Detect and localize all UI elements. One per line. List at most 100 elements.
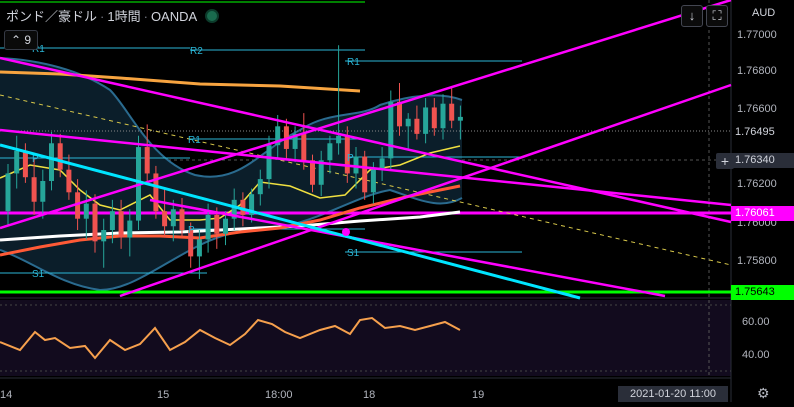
timeframe[interactable]: 1時間 bbox=[107, 9, 141, 24]
candle-body bbox=[49, 143, 54, 181]
arrow-down-icon: ↓ bbox=[688, 8, 696, 23]
trendline-anchor-point bbox=[342, 228, 350, 236]
candle-body bbox=[214, 214, 220, 234]
candle-body bbox=[31, 177, 37, 202]
price-tick: 1.75800 bbox=[737, 255, 777, 267]
candle-body bbox=[57, 143, 63, 170]
fullscreen-button[interactable]: ⛶ bbox=[706, 5, 728, 27]
dashed-trendline bbox=[0, 94, 732, 266]
candle-body bbox=[231, 199, 237, 219]
fullscreen-icon: ⛶ bbox=[712, 8, 722, 23]
candle-body bbox=[66, 169, 72, 193]
pivot-label: R1 bbox=[188, 135, 201, 146]
candle-body bbox=[162, 211, 168, 227]
candle-body bbox=[414, 118, 420, 134]
oscillator-tick: 60.00 bbox=[742, 316, 770, 328]
candle-body bbox=[127, 220, 133, 238]
candle-body bbox=[14, 150, 20, 174]
candle-body bbox=[83, 203, 89, 219]
candle-body bbox=[423, 107, 429, 134]
time-tick: 19 bbox=[472, 389, 484, 401]
indicator-toggle[interactable]: ⌃ 9 bbox=[4, 30, 39, 50]
candle-body bbox=[292, 133, 298, 149]
trend-line-magenta bbox=[0, 128, 732, 207]
candle-body bbox=[318, 160, 324, 185]
candle-body bbox=[388, 101, 394, 159]
pivot-label: P bbox=[188, 225, 195, 236]
candle-body bbox=[301, 133, 307, 161]
candle-body bbox=[336, 135, 342, 144]
ma-red bbox=[0, 184, 461, 257]
candle-body bbox=[179, 209, 185, 231]
candle-body bbox=[310, 160, 315, 185]
trend-line-cyan bbox=[0, 143, 581, 300]
price-tick: 1.77000 bbox=[737, 29, 777, 41]
candle-body bbox=[449, 103, 455, 121]
candle-body bbox=[5, 173, 11, 212]
candle-body bbox=[275, 126, 281, 146]
candle-body bbox=[153, 173, 159, 212]
pivot-label: P bbox=[32, 154, 39, 165]
candle-body bbox=[144, 147, 150, 174]
crosshair-date-label: 2021-01-20 11:00 bbox=[618, 386, 728, 402]
candle-body bbox=[170, 209, 176, 227]
pivot-label: R1 bbox=[347, 57, 360, 68]
candle-body bbox=[370, 169, 376, 193]
candle-body bbox=[240, 199, 246, 215]
time-tick: 14 bbox=[0, 389, 12, 401]
rsi-line bbox=[0, 316, 461, 360]
candle-body bbox=[266, 145, 272, 180]
pivot-label: S1 bbox=[347, 248, 360, 259]
candle-body bbox=[327, 143, 333, 161]
oscillator-tick: 40.00 bbox=[742, 349, 770, 361]
ma-orange bbox=[0, 70, 361, 93]
ma-yellow bbox=[0, 145, 461, 221]
ma-white bbox=[0, 210, 461, 242]
pivot-label: P bbox=[347, 153, 354, 164]
green-level-label: 1.75643 bbox=[731, 285, 794, 300]
market-status-icon bbox=[205, 9, 220, 23]
candle-body bbox=[457, 116, 463, 121]
symbol-title: ポンド／豪ドル · 1時間 · OANDA bbox=[6, 6, 220, 25]
price-tick: 1.76600 bbox=[737, 103, 777, 115]
indicator-count: 9 bbox=[24, 33, 32, 47]
candle-body bbox=[75, 192, 81, 219]
trend-line-magenta bbox=[0, 56, 732, 224]
magenta-level-label: 1.76061 bbox=[731, 206, 794, 221]
candle-body bbox=[188, 230, 194, 257]
candle-body bbox=[40, 180, 46, 202]
candle-body bbox=[249, 194, 255, 215]
current-price-label: 1.76495 bbox=[735, 126, 775, 138]
candle-body bbox=[362, 156, 368, 193]
crosshair-price-label: 1.76340 bbox=[731, 153, 794, 168]
trend-line-magenta bbox=[149, 198, 666, 298]
pivot-label: R2 bbox=[190, 46, 203, 57]
oscillator-pane bbox=[0, 300, 731, 376]
plus-icon: + bbox=[720, 153, 730, 169]
time-tick: 18:00 bbox=[265, 389, 293, 401]
time-tick: 15 bbox=[157, 389, 169, 401]
candle-body bbox=[397, 101, 402, 127]
add-alert-button[interactable]: + bbox=[716, 153, 734, 169]
candle-body bbox=[405, 118, 411, 127]
candle-body bbox=[196, 239, 202, 257]
candle-body bbox=[440, 103, 446, 129]
candle-body bbox=[257, 179, 263, 195]
symbol-name: ポンド／豪ドル bbox=[6, 9, 98, 24]
gear-icon[interactable]: ⚙ bbox=[757, 385, 770, 401]
trend-line-magenta bbox=[0, 0, 732, 230]
time-tick: 18 bbox=[363, 389, 375, 401]
price-tick: 1.76200 bbox=[737, 178, 777, 190]
candle-body bbox=[101, 230, 107, 242]
candle-body bbox=[109, 211, 115, 231]
scroll-to-latest-button[interactable]: ↓ bbox=[681, 5, 703, 27]
candle-body bbox=[344, 135, 350, 174]
broker: OANDA bbox=[150, 9, 198, 24]
pivot-label: S1 bbox=[32, 269, 45, 280]
trend-line-magenta bbox=[119, 83, 732, 298]
candle-body bbox=[431, 107, 437, 129]
currency-label[interactable]: AUD bbox=[752, 7, 776, 19]
candle-body bbox=[353, 156, 359, 174]
